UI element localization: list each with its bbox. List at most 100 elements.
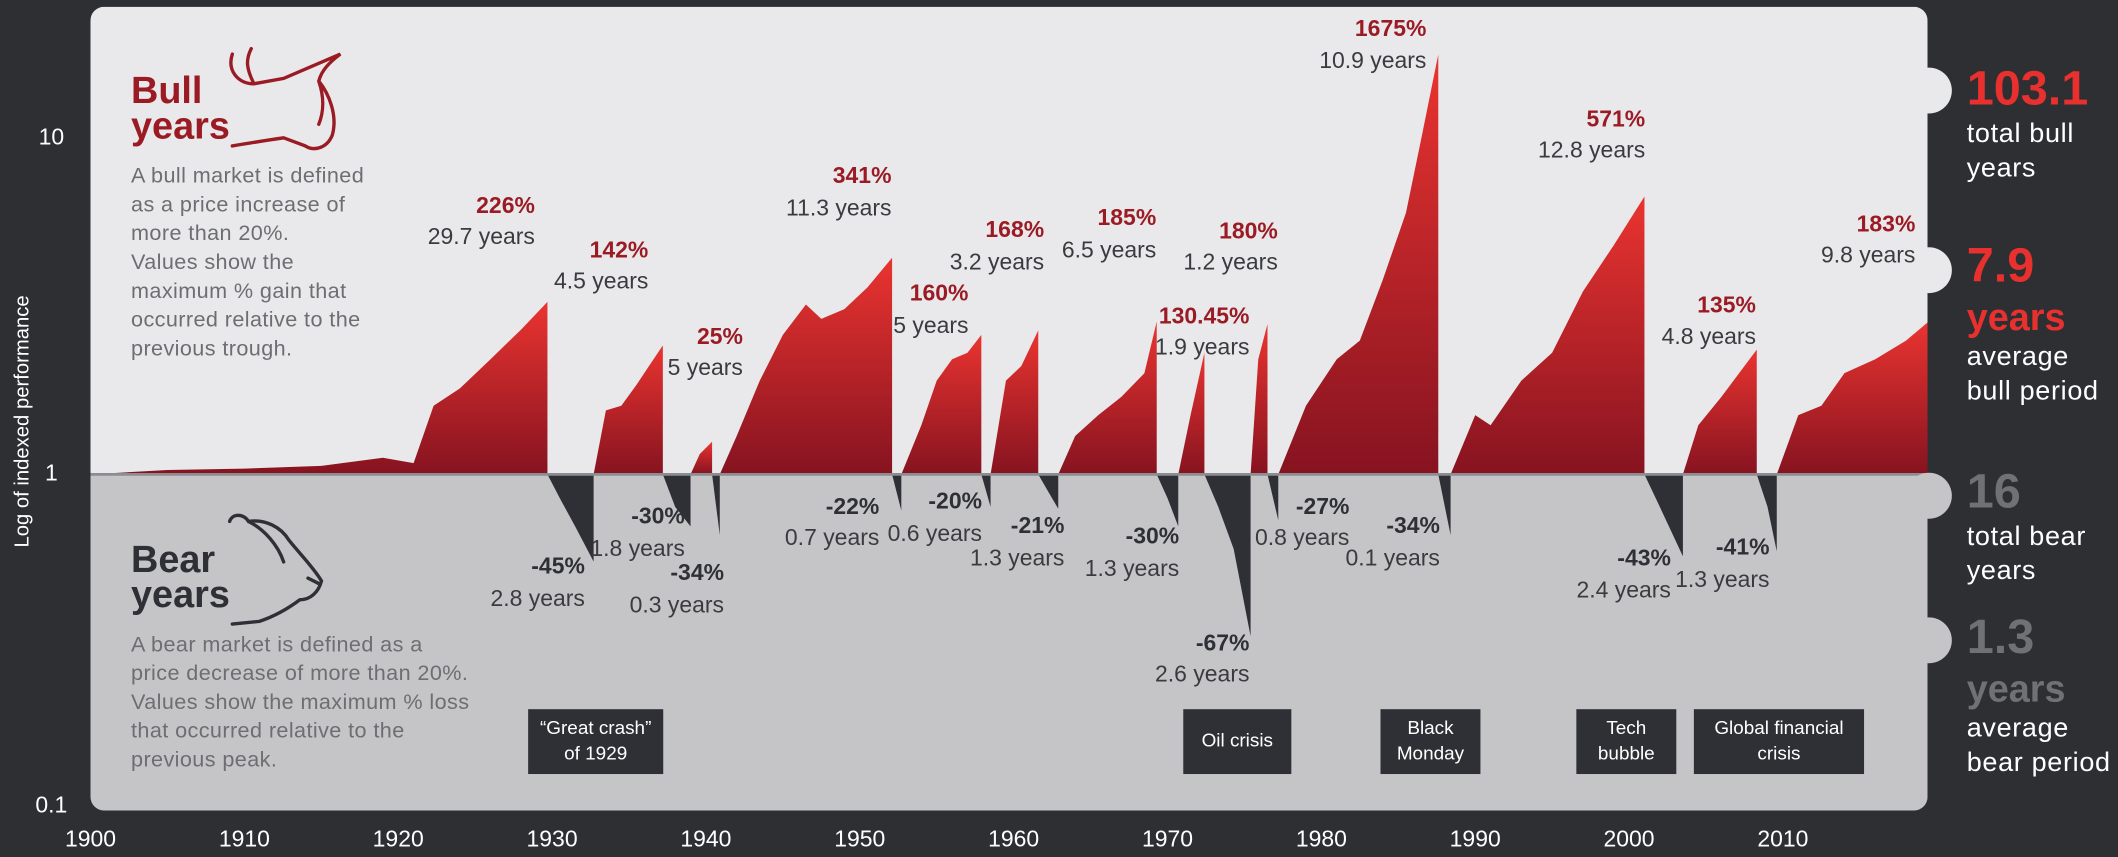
summary-text: bear period (1967, 747, 2111, 777)
bull-duration-label: 4.8 years (1662, 323, 1756, 349)
bear-gain-label: -43% (1617, 544, 1671, 570)
y-tick-label: 1 (45, 459, 58, 485)
event-label: “Great crash” (540, 718, 651, 739)
summary-value: 1.3 (1967, 610, 2035, 664)
bull-duration-label: 5 years (668, 354, 743, 380)
summary-text: average (1967, 713, 2069, 743)
bear-gain-label: -30% (631, 502, 685, 528)
bull-gain-label: 1675% (1355, 15, 1426, 41)
bull-gain-label: 341% (833, 162, 892, 188)
summary-text: years (1967, 555, 2036, 585)
event-label: Tech (1606, 718, 1646, 739)
summary-text: total bear (1967, 521, 2086, 551)
bull-duration-label: 1.2 years (1183, 248, 1277, 274)
bear-duration-label: 0.1 years (1345, 544, 1439, 570)
y-tick-label: 10 (39, 123, 65, 149)
bear-gain-label: -22% (826, 493, 880, 519)
bear-duration-label: 1.3 years (970, 544, 1064, 570)
bull-gain-label: 571% (1587, 105, 1646, 131)
bull-description: maximum % gain that (131, 278, 346, 303)
x-tick-label: 1900 (65, 825, 116, 851)
summary-unit: years (1967, 669, 2066, 711)
panel-tab (1906, 68, 1952, 114)
bull-description: Values show the (131, 249, 294, 274)
event-label: Global financial (1714, 718, 1843, 739)
event-label: crisis (1757, 743, 1800, 764)
bull-description: previous trough. (131, 335, 292, 360)
x-tick-label: 1950 (834, 825, 885, 851)
bull-gain-label: 135% (1697, 292, 1756, 318)
panel-tab (1906, 473, 1952, 519)
bear-duration-label: 1.3 years (1675, 566, 1769, 592)
bear-gain-label: -21% (1011, 512, 1065, 538)
summary-text: bull period (1967, 376, 2099, 406)
summary-text: years (1967, 153, 2036, 183)
x-tick-label: 1910 (219, 825, 270, 851)
bull-gain-label: 183% (1857, 211, 1916, 237)
x-tick-label: 1930 (527, 825, 578, 851)
event-label: Oil crisis (1202, 731, 1273, 752)
summary-value: 7.9 (1967, 239, 2035, 293)
bear-description: previous peak. (131, 746, 277, 771)
bull-description: as a price increase of (131, 191, 346, 216)
summary-text: total bull (1967, 118, 2074, 148)
x-tick-label: 1980 (1296, 825, 1347, 851)
bear-description: that occurred relative to the (131, 718, 405, 743)
panel-tab (1906, 617, 1952, 663)
bear-gain-label: -34% (1386, 512, 1440, 538)
bull-gain-label: 168% (985, 216, 1044, 242)
bull-duration-label: 3.2 years (950, 248, 1044, 274)
event-label: Black (1407, 718, 1454, 739)
bear-duration-label: 0.7 years (785, 524, 879, 550)
x-tick-label: 2000 (1604, 825, 1655, 851)
bear-duration-label: 2.4 years (1576, 577, 1670, 603)
bear-gain-label: -34% (670, 559, 724, 585)
bear-duration-label: 2.8 years (490, 585, 584, 611)
bull-gain-label: 185% (1098, 204, 1157, 230)
bull-description: A bull market is defined (131, 163, 364, 188)
summary-value: 16 (1967, 464, 2021, 518)
x-tick-label: 1970 (1142, 825, 1193, 851)
bear-duration-label: 0.8 years (1255, 524, 1349, 550)
bull-gain-label: 160% (910, 280, 969, 306)
bull-gain-label: 180% (1219, 217, 1278, 243)
bull-gain-label: 130.45% (1159, 303, 1250, 329)
x-tick-label: 1940 (680, 825, 731, 851)
bull-gain-label: 142% (590, 236, 649, 262)
x-tick-label: 1960 (988, 825, 1039, 851)
bull-duration-label: 4.5 years (554, 267, 648, 293)
y-axis-label: Log of indexed performance (11, 295, 33, 547)
x-tick-label: 2010 (1757, 825, 1808, 851)
bear-gain-label: -20% (928, 488, 982, 514)
x-tick-label: 1990 (1450, 825, 1501, 851)
bear-title: years (131, 574, 230, 616)
bull-duration-label: 1.9 years (1155, 334, 1249, 360)
bull-duration-label: 11.3 years (786, 194, 891, 220)
bull-gain-label: 226% (476, 192, 535, 218)
bull-description: occurred relative to the (131, 307, 361, 332)
summary-text: average (1967, 341, 2069, 371)
event-label: Monday (1397, 743, 1465, 764)
bear-duration-label: 2.6 years (1155, 660, 1249, 686)
bear-description: Values show the maximum % loss (131, 689, 469, 714)
bull-gain-label: 25% (697, 323, 743, 349)
bear-description: A bear market is defined as a (131, 631, 423, 656)
bear-gain-label: -67% (1196, 629, 1250, 655)
bull-duration-label: 9.8 years (1821, 242, 1915, 268)
bear-gain-label: -30% (1126, 523, 1180, 549)
bear-gain-label: -27% (1296, 493, 1350, 519)
bear-duration-label: 0.3 years (630, 592, 724, 618)
bear-duration-label: 0.6 years (888, 520, 982, 546)
bull-duration-label: 10.9 years (1319, 47, 1426, 73)
bear-duration-label: 1.3 years (1085, 555, 1179, 581)
bear-duration-label: 1.8 years (590, 535, 684, 561)
page: {"chart_data": { "type": "area", "log_sc… (0, 0, 2118, 857)
event-label: of 1929 (564, 743, 627, 764)
bull-title: years (131, 105, 230, 147)
bull-description: more than 20%. (131, 220, 289, 245)
bull-duration-label: 5 years (893, 312, 968, 338)
y-tick-label: 0.1 (35, 792, 67, 818)
bear-gain-label: -41% (1716, 534, 1770, 560)
bull-duration-label: 12.8 years (1538, 136, 1645, 162)
summary-value: 103.1 (1967, 62, 2089, 116)
